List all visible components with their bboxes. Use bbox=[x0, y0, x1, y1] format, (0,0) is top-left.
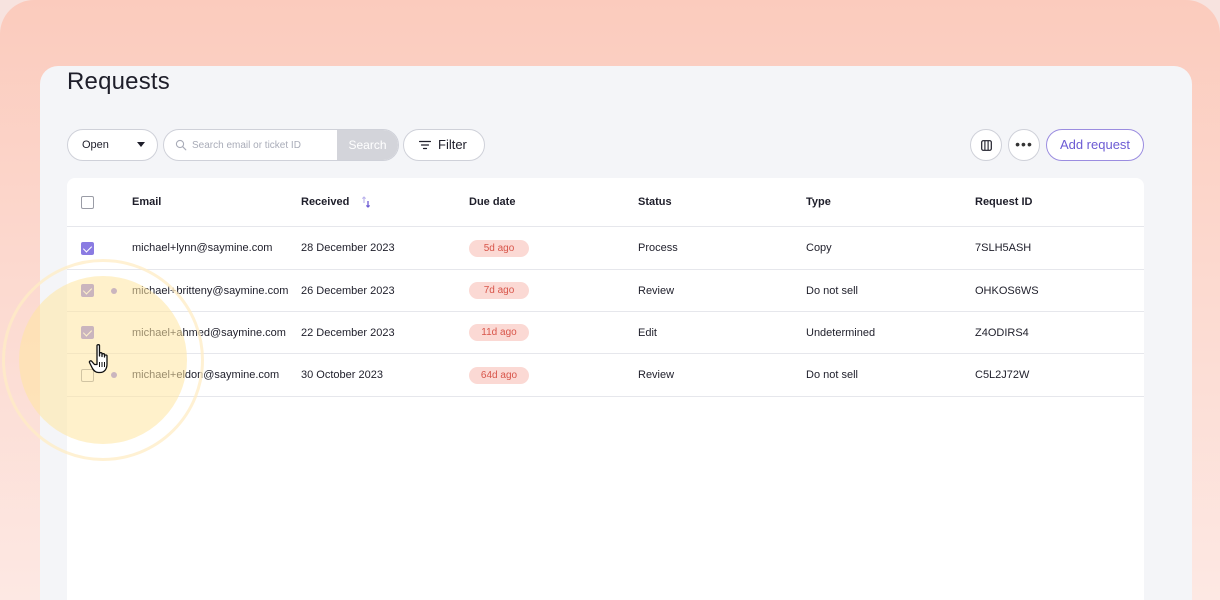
select-all-cell bbox=[81, 178, 95, 226]
table-row[interactable]: michael+ahmed@saymine.com 22 December 20… bbox=[67, 312, 1144, 354]
row-status: Review bbox=[638, 284, 675, 297]
add-request-button[interactable]: Add request bbox=[1046, 129, 1144, 161]
header-due-date[interactable]: Due date bbox=[469, 196, 516, 208]
due-date-badge: 11d ago bbox=[469, 324, 529, 341]
page-title: Requests bbox=[67, 68, 170, 95]
more-icon[interactable]: ••• bbox=[1008, 129, 1040, 161]
filter-icon bbox=[419, 140, 431, 150]
row-received: 30 October 2023 bbox=[301, 369, 383, 381]
header-request-id[interactable]: Request ID bbox=[975, 196, 1033, 208]
row-request-id: OHKOS6WS bbox=[975, 284, 1039, 297]
search-button[interactable]: Search bbox=[337, 130, 398, 160]
row-received: 26 December 2023 bbox=[301, 284, 395, 297]
app-window: Requests Open Search Filter bbox=[40, 66, 1192, 600]
select-all-checkbox[interactable] bbox=[81, 195, 94, 209]
click-highlight-ring bbox=[2, 259, 204, 461]
header-status[interactable]: Status bbox=[638, 196, 672, 208]
search-group: Search bbox=[163, 129, 399, 161]
table-row[interactable]: michael+britteny@saymine.com 26 December… bbox=[67, 270, 1144, 312]
hand-pointer-icon bbox=[88, 344, 108, 374]
search-icon bbox=[175, 139, 187, 151]
filter-label: Filter bbox=[438, 137, 467, 152]
row-request-id: C5L2J72W bbox=[975, 369, 1030, 381]
row-type: Copy bbox=[806, 242, 832, 254]
row-checkbox[interactable] bbox=[81, 241, 94, 255]
row-type: Undetermined bbox=[806, 326, 876, 339]
row-received: 28 December 2023 bbox=[301, 242, 395, 254]
row-due-cell: 7d ago bbox=[469, 270, 529, 311]
header-received[interactable]: Received bbox=[301, 178, 371, 226]
header-email[interactable]: Email bbox=[132, 196, 162, 208]
row-type: Do not sell bbox=[806, 284, 858, 297]
row-status: Process bbox=[638, 242, 678, 254]
toolbar: Open Search Filter bbox=[67, 129, 1144, 161]
due-date-badge: 64d ago bbox=[469, 366, 529, 384]
due-date-badge: 5d ago bbox=[469, 239, 529, 257]
row-status: Review bbox=[638, 369, 675, 381]
row-due-cell: 64d ago bbox=[469, 354, 529, 396]
requests-table: Email Received Due date Status Type Requ… bbox=[67, 178, 1144, 600]
row-request-id: Z4ODIRS4 bbox=[975, 326, 1029, 339]
table-row[interactable]: michael+lynn@saymine.com 28 December 202… bbox=[67, 227, 1144, 270]
row-request-id: 7SLH5ASH bbox=[975, 242, 1032, 254]
row-email: michael+lynn@saymine.com bbox=[132, 242, 273, 254]
row-type: Do not sell bbox=[806, 369, 858, 381]
status-select[interactable]: Open bbox=[67, 129, 158, 161]
filter-button[interactable]: Filter bbox=[403, 129, 485, 161]
row-received: 22 December 2023 bbox=[301, 326, 395, 339]
row-due-cell: 5d ago bbox=[469, 227, 529, 269]
row-checkbox-cell bbox=[81, 227, 95, 269]
columns-icon bbox=[981, 140, 992, 151]
search-input[interactable] bbox=[192, 130, 338, 160]
table-row[interactable]: michael+eldon@saymine.com 30 October 202… bbox=[67, 354, 1144, 397]
header-received-label: Received bbox=[301, 196, 350, 208]
caret-down-icon bbox=[137, 142, 145, 147]
status-select-value: Open bbox=[82, 139, 109, 151]
table-header: Email Received Due date Status Type Requ… bbox=[67, 178, 1144, 227]
sort-icon bbox=[362, 196, 371, 208]
header-type[interactable]: Type bbox=[806, 196, 831, 208]
columns-button[interactable] bbox=[970, 129, 1002, 161]
row-due-cell: 11d ago bbox=[469, 312, 529, 353]
row-status: Edit bbox=[638, 326, 657, 339]
due-date-badge: 7d ago bbox=[469, 282, 529, 299]
